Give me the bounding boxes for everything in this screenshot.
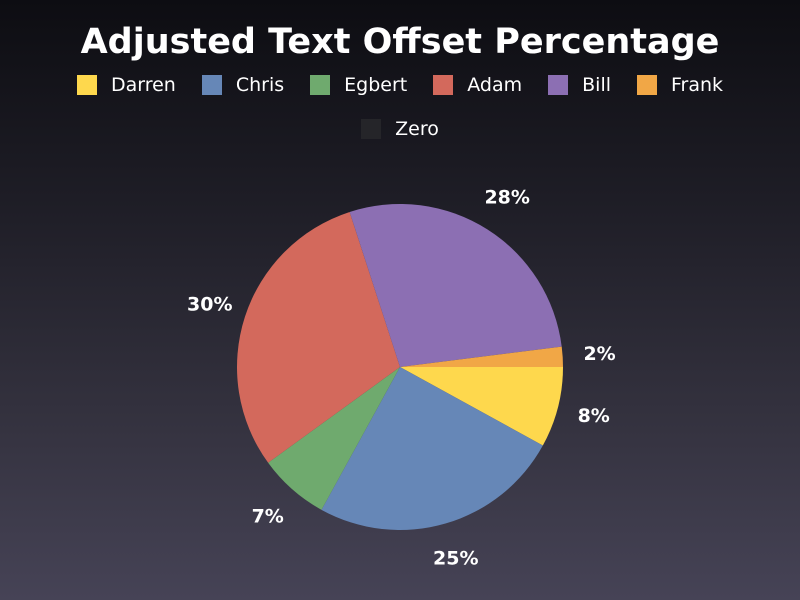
pie-slice-frank <box>400 346 563 367</box>
data-label-bill: 28% <box>484 187 529 209</box>
pie-slices <box>237 204 563 531</box>
pie-slice-bill <box>349 204 562 367</box>
legend-swatch <box>433 75 454 95</box>
pie-slice-darren <box>400 367 563 446</box>
legend-item-adam: Adam <box>433 68 522 102</box>
legend-swatch <box>201 75 222 95</box>
legend-item-bill: Bill <box>548 68 611 102</box>
legend-item-darren: Darren <box>76 68 176 102</box>
pie-data-labels: 8% 25% 7% 30% 28% 2% <box>187 187 616 570</box>
legend-label: Bill <box>582 74 611 96</box>
legend-item-frank: Frank <box>637 68 723 102</box>
legend-label: Adam <box>467 74 523 96</box>
legend-label: Darren <box>110 74 176 96</box>
data-label-frank: 2% <box>583 343 615 365</box>
legend-item-zero: Zero <box>361 112 439 146</box>
legend-swatch <box>310 75 331 95</box>
data-label-adam: 30% <box>187 294 232 316</box>
legend-swatch <box>637 75 657 95</box>
data-label-darren: 8% <box>578 405 610 427</box>
legend-label: Egbert <box>344 74 408 96</box>
legend-swatch <box>548 75 569 95</box>
legend-swatch <box>76 75 97 95</box>
legend-label: Chris <box>235 74 285 96</box>
legend-item-egbert: Egbert <box>310 68 407 102</box>
pie-slice-chris <box>321 367 543 531</box>
data-label-chris: 25% <box>433 548 478 570</box>
pie-slice-egbert <box>268 367 400 510</box>
chart-title: Adjusted Text Offset Percentage <box>80 22 720 62</box>
legend-swatch <box>361 119 382 139</box>
legend-label: Zero <box>395 118 439 140</box>
pie-slice-adam <box>237 211 400 463</box>
legend-item-chris: Chris <box>201 68 285 102</box>
chart-legend: Darren Chris Egbert Adam Bill Frank Zero <box>40 68 760 146</box>
data-label-egbert: 7% <box>252 506 284 528</box>
legend-label: Frank <box>671 74 724 96</box>
